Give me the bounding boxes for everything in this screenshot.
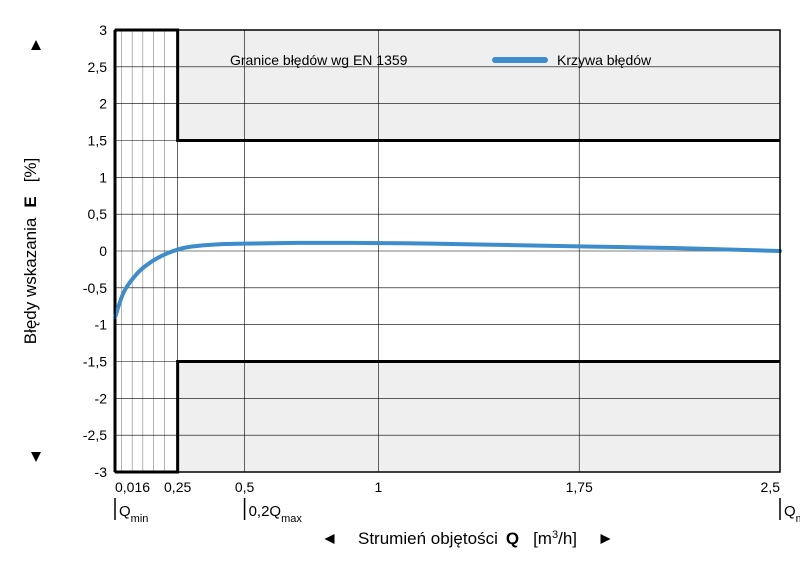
y-tick-label: 0 xyxy=(99,243,107,259)
legend-limits-label: Granice błędów wg EN 1359 xyxy=(230,52,408,68)
y-tick-label: -0,5 xyxy=(83,280,107,296)
y-tick-label: -1,5 xyxy=(83,354,107,370)
x-marker-label: Qmax xyxy=(784,503,800,525)
y-axis-title: Błędy wskazaniaE[%] xyxy=(21,158,40,345)
arrow-up-icon xyxy=(31,40,41,50)
y-tick-label: -1 xyxy=(95,317,108,333)
y-tick-label: 0,5 xyxy=(88,206,108,222)
x-tick-label: 2,5 xyxy=(761,479,781,495)
arrow-down-icon xyxy=(31,452,41,462)
x-tick-label: 1,75 xyxy=(566,479,593,495)
x-marker-label: 0,2Qmax xyxy=(249,503,303,525)
limit-fill-top xyxy=(115,30,780,141)
x-tick-label: 0,5 xyxy=(235,479,255,495)
y-tick-label: 2 xyxy=(99,96,107,112)
y-tick-label: -2 xyxy=(95,390,108,406)
y-tick-label: 2,5 xyxy=(88,59,108,75)
x-marker-label: Qmin xyxy=(119,503,148,525)
y-tick-label: -3 xyxy=(95,464,108,480)
x-tick-label: 0,016 xyxy=(115,479,150,495)
arrow-right-icon xyxy=(601,534,611,544)
legend-curve-label: Krzywa błędów xyxy=(557,52,652,68)
y-tick-label: 1 xyxy=(99,169,107,185)
y-tick-label: 1,5 xyxy=(88,133,108,149)
y-tick-label: -2,5 xyxy=(83,427,107,443)
x-axis-title: Strumień objętościQ[m3/h] xyxy=(358,529,577,548)
limit-fill-bottom xyxy=(115,362,780,473)
y-tick-label: 3 xyxy=(99,22,107,38)
arrow-left-icon xyxy=(325,534,335,544)
x-tick-label: 0,25 xyxy=(164,479,191,495)
x-tick-label: 1 xyxy=(375,479,383,495)
